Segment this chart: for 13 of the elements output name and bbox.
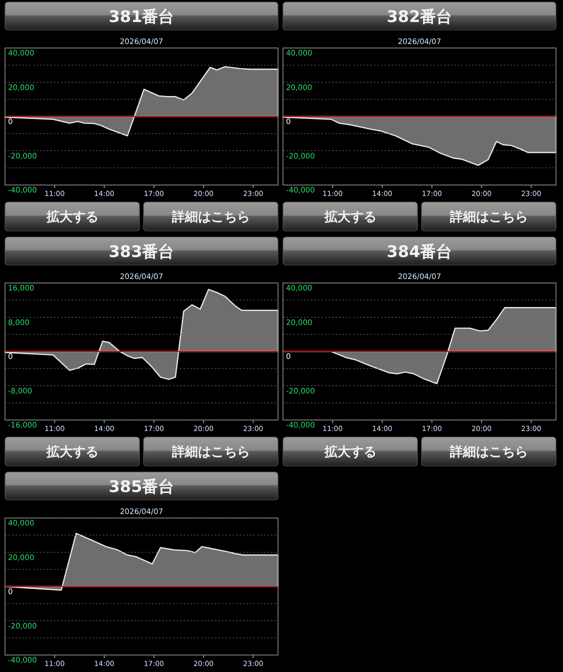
button: 拡大する: [4, 202, 140, 232]
chart-title: 385番台: [108, 476, 174, 496]
button: 詳細はこちら: [143, 202, 278, 232]
chart-title: 384番台: [386, 242, 452, 261]
chart-title: 382番台: [386, 6, 452, 26]
chart-title: 381番台: [108, 6, 174, 26]
button: 詳細はこちら: [421, 202, 556, 232]
button: 詳細はこちら: [421, 436, 556, 466]
button: 詳細はこちら: [143, 436, 278, 466]
chart-title: 383番台: [108, 242, 174, 261]
button: 拡大する: [4, 436, 140, 466]
button: 拡大する: [282, 202, 418, 232]
button: 拡大する: [282, 436, 418, 466]
